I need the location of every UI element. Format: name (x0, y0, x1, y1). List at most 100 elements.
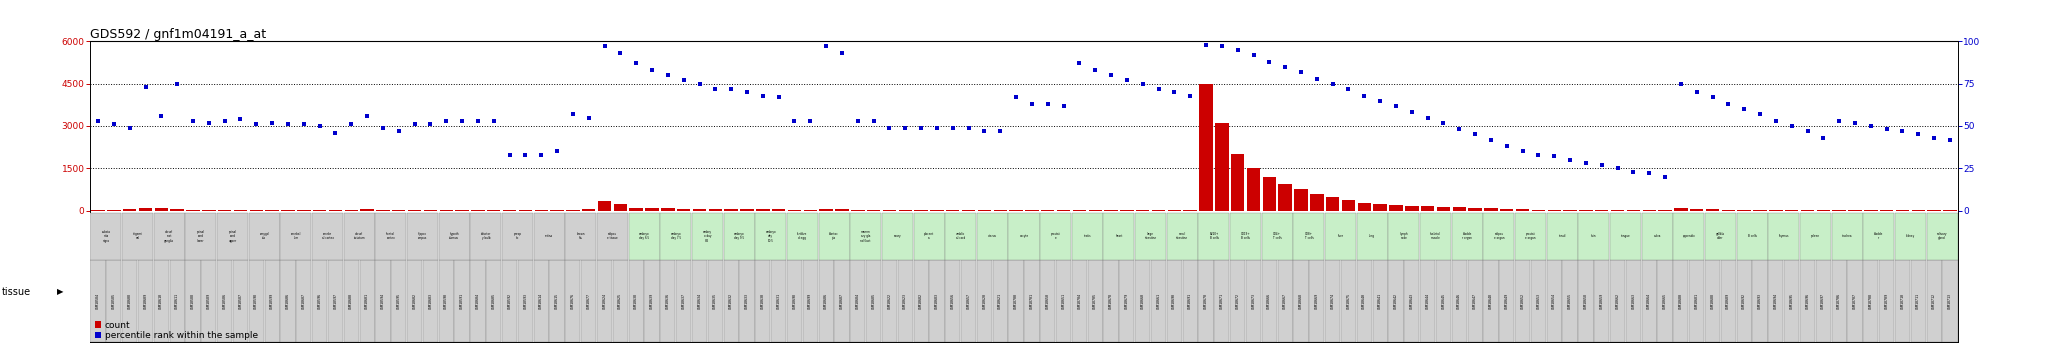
Bar (549, 260, 565, 342)
Text: GSM18691: GSM18691 (1188, 293, 1192, 309)
Text: tissue: tissue (2, 287, 31, 296)
Point (1933, 137, 1966, 142)
Bar (1579, 213, 1610, 260)
Text: GSM18659: GSM18659 (1599, 293, 1604, 309)
Text: GSM18693: GSM18693 (1757, 293, 1761, 309)
Bar (977, 213, 1008, 260)
Point (1348, 93, 1380, 98)
Bar (106, 260, 121, 342)
Bar (90, 213, 121, 260)
Bar (1135, 260, 1151, 342)
Point (1475, 137, 1507, 142)
Point (1585, 162, 1618, 168)
Text: GSM18622: GSM18622 (887, 293, 891, 309)
Text: GSM18680: GSM18680 (1679, 293, 1683, 309)
Text: GSM18643: GSM18643 (1409, 293, 1413, 309)
Bar (770, 260, 786, 342)
Bar (1468, 260, 1483, 342)
Bar (1894, 260, 1911, 342)
Bar (375, 213, 406, 260)
Bar (328, 260, 344, 342)
Bar (692, 213, 723, 260)
Point (1665, 81, 1698, 87)
Point (1174, 93, 1206, 98)
Point (129, 84, 162, 90)
Point (1206, 44, 1239, 49)
Text: GSM18632: GSM18632 (729, 293, 733, 309)
Bar (1182, 260, 1198, 342)
Bar (1610, 260, 1626, 342)
Bar (772, 209, 784, 210)
Text: GSM18630: GSM18630 (760, 293, 764, 309)
Bar (1784, 260, 1800, 342)
Bar (297, 260, 311, 342)
Bar (786, 260, 803, 342)
Bar (1405, 260, 1419, 342)
Bar (375, 260, 391, 342)
Bar (1198, 213, 1229, 260)
Text: GSM18662: GSM18662 (1616, 293, 1620, 309)
Bar (1389, 260, 1403, 342)
Bar (930, 260, 944, 342)
Bar (1452, 260, 1466, 342)
Bar (565, 213, 596, 260)
Point (414, 121, 446, 127)
Text: skeletal
muscle: skeletal muscle (1430, 232, 1442, 240)
Bar (281, 213, 311, 260)
Text: gallbla
dder: gallbla dder (1716, 232, 1724, 240)
Bar (1579, 260, 1593, 342)
Point (1284, 69, 1317, 75)
Bar (1311, 194, 1323, 210)
Point (113, 125, 145, 130)
Text: GSM18604: GSM18604 (475, 293, 479, 309)
Text: GSM18606: GSM18606 (287, 293, 291, 309)
Bar (756, 213, 786, 260)
Point (1554, 157, 1587, 162)
Text: GSM18658: GSM18658 (1583, 293, 1587, 309)
Text: GSM18699: GSM18699 (809, 293, 813, 309)
Bar (582, 260, 596, 342)
Bar (1737, 213, 1767, 260)
Point (367, 125, 399, 130)
Text: spinal
cord
lower: spinal cord lower (197, 230, 205, 243)
Text: GSM18591: GSM18591 (461, 293, 465, 309)
Point (287, 121, 319, 127)
Point (256, 120, 289, 125)
Bar (1626, 260, 1640, 342)
Text: GSM18666: GSM18666 (1268, 293, 1272, 309)
Bar (1087, 260, 1102, 342)
Bar (123, 209, 137, 210)
Point (684, 81, 717, 87)
Bar (1167, 213, 1198, 260)
Bar (1720, 260, 1737, 342)
Bar (1278, 184, 1292, 210)
Point (920, 125, 952, 130)
Point (477, 118, 510, 124)
Point (825, 50, 858, 56)
Bar (659, 213, 692, 260)
Bar (1690, 209, 1704, 210)
Text: vulva: vulva (1653, 234, 1661, 238)
Bar (692, 209, 707, 210)
Text: GSM18696: GSM18696 (1806, 293, 1810, 309)
Text: GSM18600: GSM18600 (350, 293, 354, 309)
Point (936, 125, 969, 130)
Point (1917, 135, 1950, 141)
Text: hippoc
ampus: hippoc ampus (418, 232, 428, 240)
Point (82, 118, 115, 124)
Bar (311, 213, 344, 260)
Bar (786, 213, 817, 260)
Text: liver: liver (1337, 234, 1343, 238)
Text: GSM18660: GSM18660 (1141, 293, 1145, 309)
Bar (1880, 260, 1894, 342)
Bar (1942, 260, 1958, 342)
Text: GSM18598: GSM18598 (254, 293, 258, 309)
Point (621, 61, 653, 66)
Bar (582, 209, 596, 210)
Bar (565, 260, 580, 342)
Text: frontal
cortex: frontal cortex (387, 232, 395, 240)
Bar (1325, 260, 1339, 342)
Text: GSM18676: GSM18676 (571, 293, 575, 309)
Text: ▶: ▶ (57, 287, 63, 296)
Bar (739, 209, 754, 210)
